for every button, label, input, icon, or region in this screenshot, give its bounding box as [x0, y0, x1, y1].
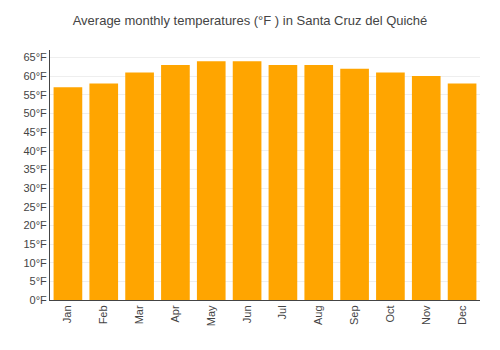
svg-text:Jan: Jan: [61, 305, 73, 323]
svg-text:Jul: Jul: [276, 305, 288, 319]
svg-text:Oct: Oct: [384, 305, 396, 322]
svg-text:Jun: Jun: [241, 305, 253, 323]
svg-text:Feb: Feb: [97, 305, 109, 324]
svg-text:Nov: Nov: [420, 305, 432, 325]
svg-text:10°F: 10°F: [23, 257, 47, 269]
svg-text:30°F: 30°F: [23, 182, 47, 194]
svg-text:35°F: 35°F: [23, 163, 47, 175]
svg-text:60°F: 60°F: [23, 70, 47, 82]
svg-text:0°F: 0°F: [30, 294, 48, 306]
svg-text:55°F: 55°F: [23, 89, 47, 101]
svg-text:20°F: 20°F: [23, 219, 47, 231]
svg-text:Aug: Aug: [312, 305, 324, 325]
svg-text:25°F: 25°F: [23, 201, 47, 213]
svg-text:5°F: 5°F: [30, 275, 48, 287]
svg-text:Average monthly temperatures (: Average monthly temperatures (°F ) in Sa…: [73, 13, 428, 28]
svg-text:Mar: Mar: [133, 305, 145, 324]
svg-text:65°F: 65°F: [23, 51, 47, 63]
svg-text:Apr: Apr: [169, 305, 181, 322]
svg-text:Dec: Dec: [456, 305, 468, 325]
svg-text:40°F: 40°F: [23, 145, 47, 157]
svg-text:Sep: Sep: [348, 305, 360, 325]
svg-text:15°F: 15°F: [23, 238, 47, 250]
svg-text:50°F: 50°F: [23, 107, 47, 119]
svg-text:May: May: [205, 305, 217, 326]
svg-text:45°F: 45°F: [23, 126, 47, 138]
